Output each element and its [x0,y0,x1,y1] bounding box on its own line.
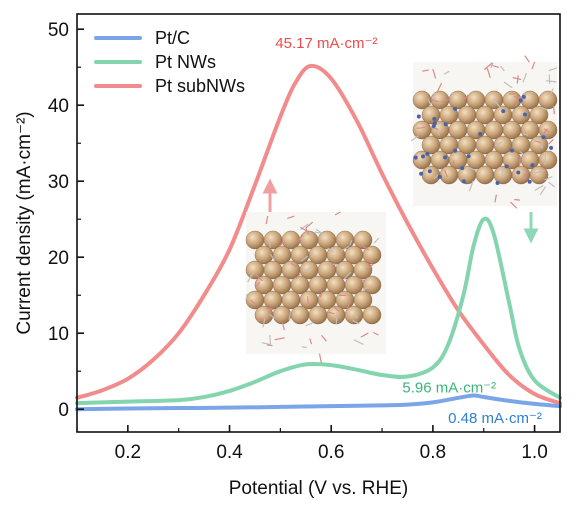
annotation-layer: 45.17 mA·cm⁻² 5.96 mA·cm⁻² 0.48 mA·cm⁻² [275,35,542,427]
series-line-pt-nws [75,216,562,406]
y-tick-label: 50 [48,20,69,41]
peak-value-annotation: 0.48 mA·cm⁻² [448,410,542,427]
y-tick-label: 30 [48,172,69,193]
nanowire-inset-image-right [410,55,558,209]
y-tick-label: 40 [48,96,69,117]
x-tick-label: 0.4 [216,442,243,463]
nanowire-inset-image-left [245,211,386,364]
x-tick-label: 0.6 [318,442,344,463]
series-line-pt-subnws [75,63,562,406]
y-axis-title: Current density (mA·cm⁻²) [14,111,35,334]
x-tick-label: 1.0 [521,442,547,463]
plot-frame [76,13,561,433]
x-tick-label: 0.8 [420,442,446,463]
axes-layer: 0.2 0.4 0.6 0.8 1.0 0 10 20 30 40 50 Potential (V v… [14,13,561,499]
y-tick-label: 10 [48,324,69,345]
x-axis-title: Potential (V vs. RHE) [229,478,409,499]
legend-label: Pt subNWs [155,76,245,96]
peak-value-annotation: 45.17 mA·cm⁻² [275,35,377,52]
peak-value-annotation: 5.96 mA·cm⁻² [402,379,496,396]
series-layer [75,63,562,412]
y-tick-label: 0 [58,400,69,421]
x-tick-label: 0.2 [115,442,141,463]
legend: Pt/C Pt NWs Pt subNWs [94,28,245,96]
legend-label: Pt/C [155,28,190,48]
y-tick-label: 20 [48,248,69,269]
legend-label: Pt NWs [155,52,216,72]
series-line-pt-c [75,393,562,412]
